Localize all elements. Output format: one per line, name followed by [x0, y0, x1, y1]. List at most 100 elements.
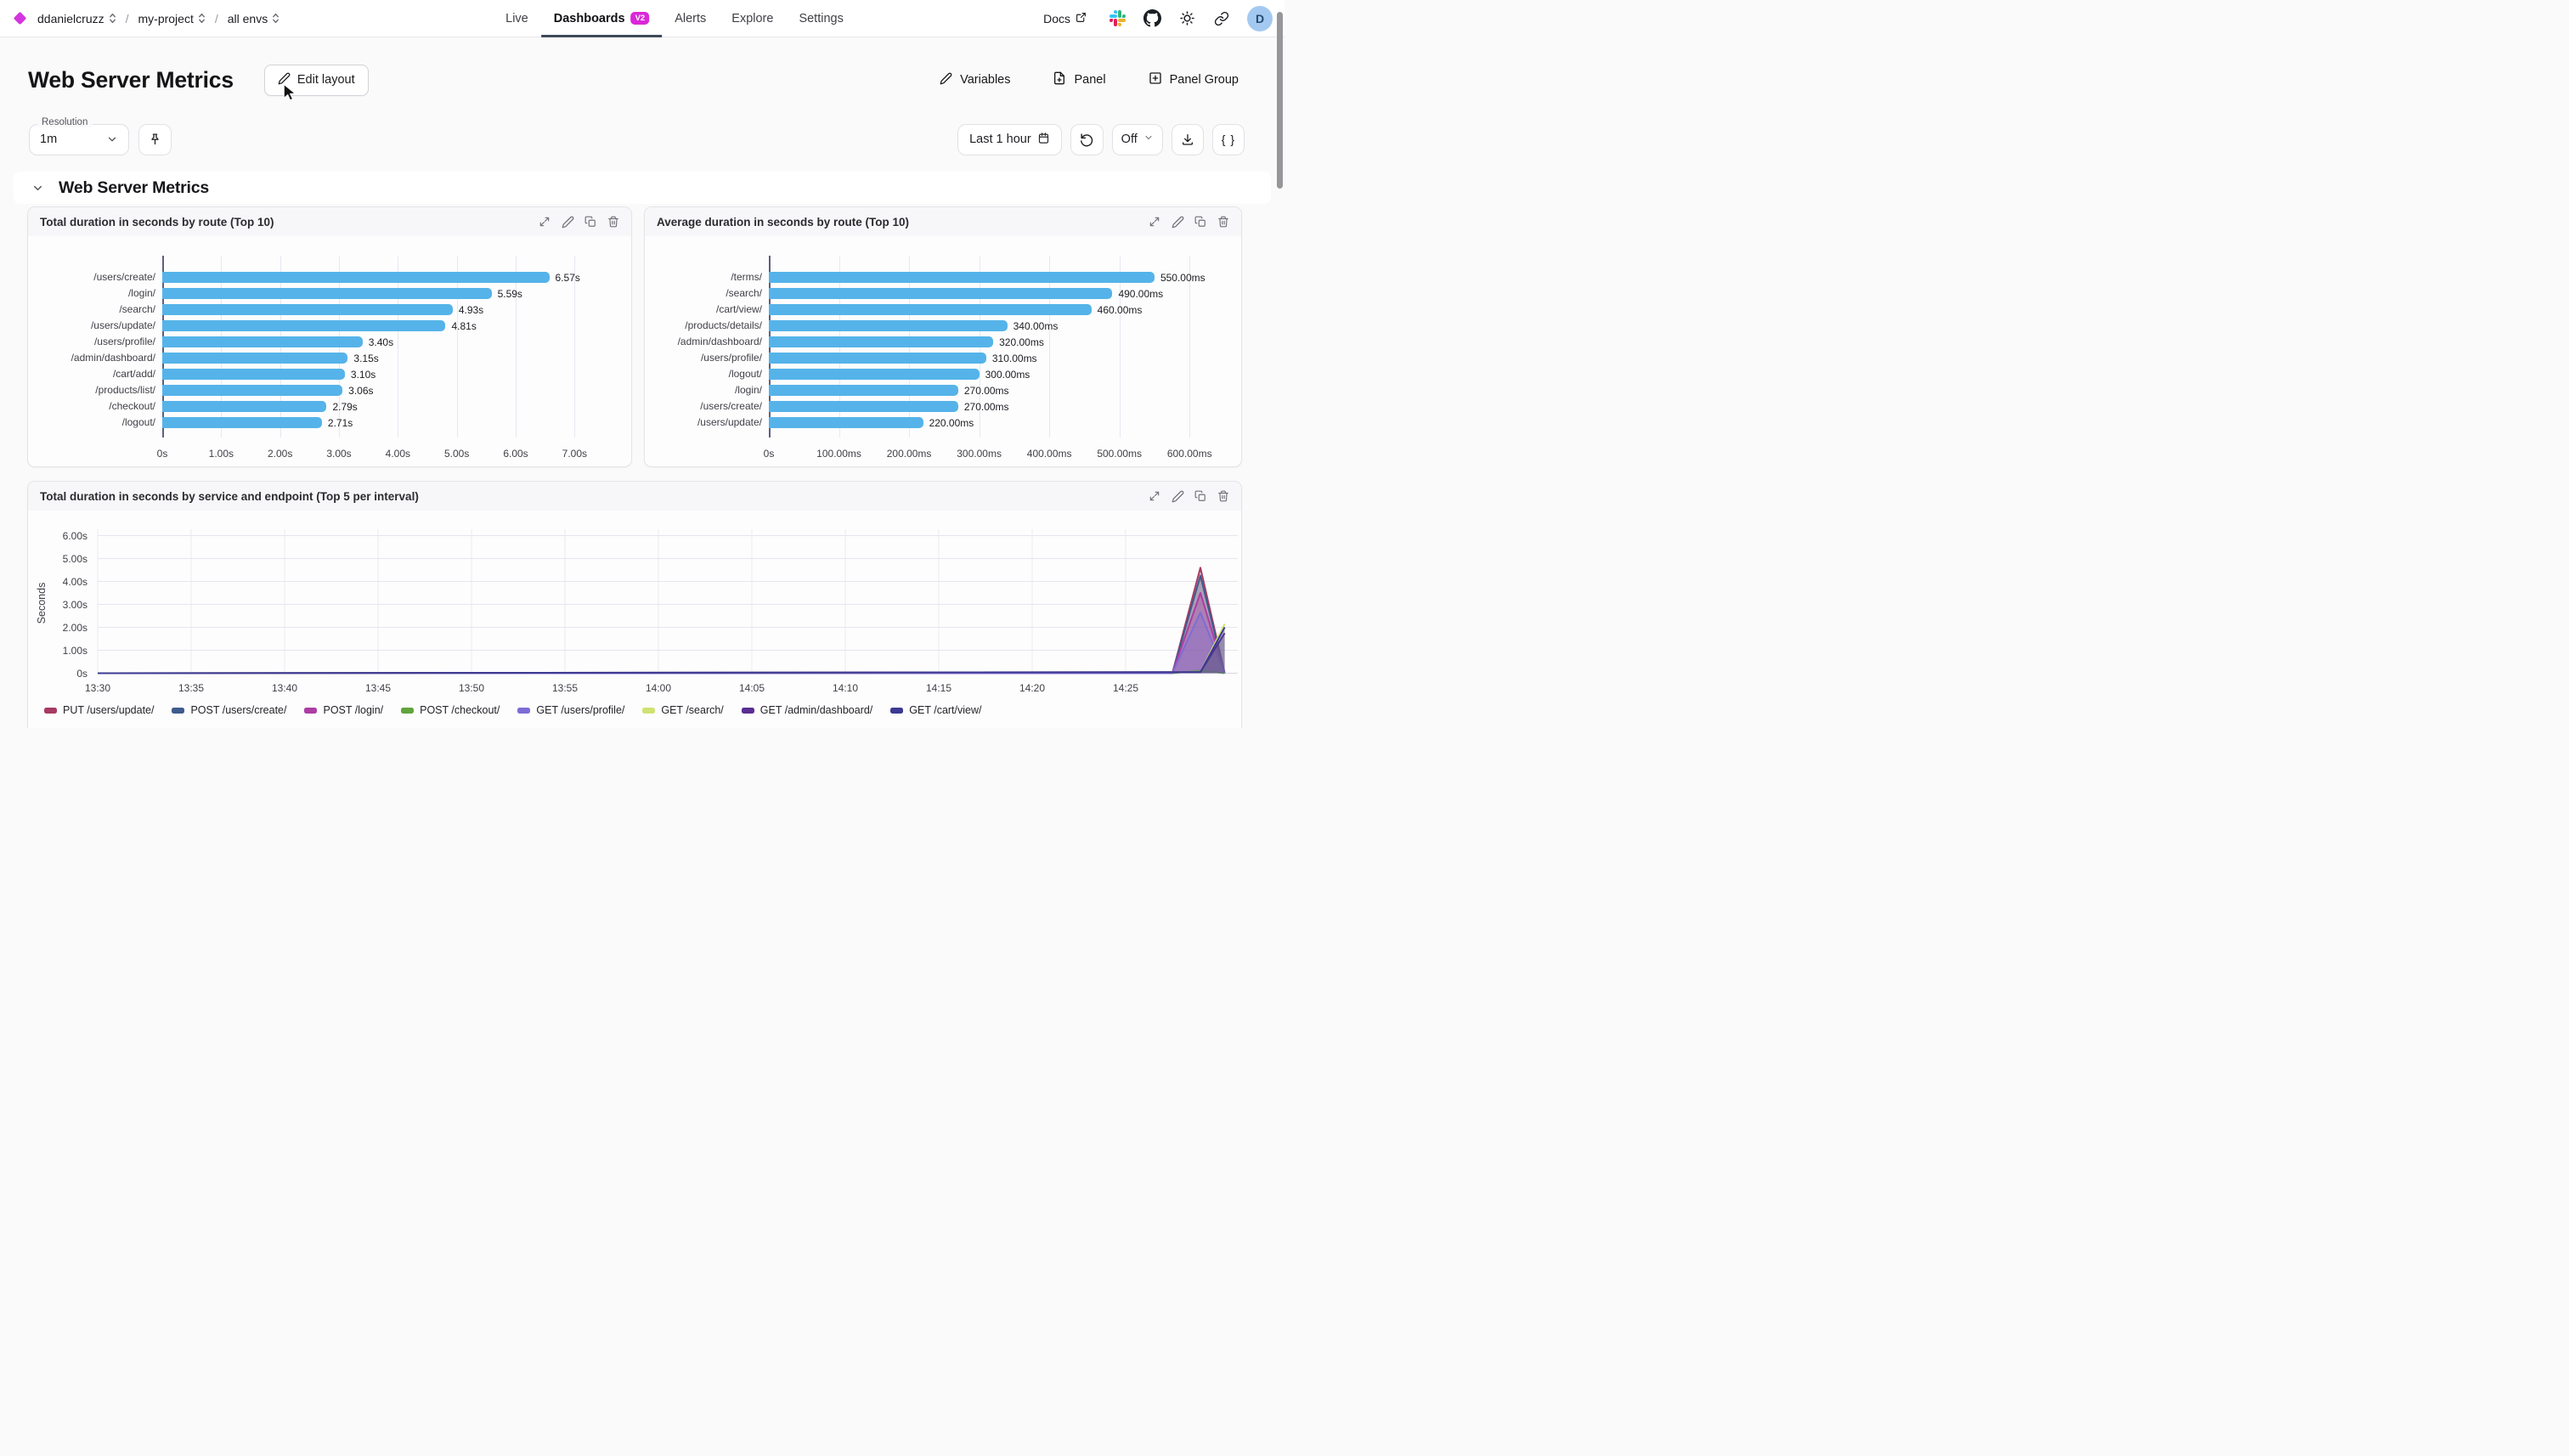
bar[interactable]: [162, 272, 550, 283]
bar-row[interactable]: 300.00ms: [769, 366, 1211, 382]
legend-label: POST /login/: [323, 704, 384, 716]
bar[interactable]: [162, 417, 322, 428]
bar[interactable]: [769, 369, 980, 380]
bar-row[interactable]: 2.79s: [162, 398, 604, 415]
auto-refresh-select[interactable]: Off: [1111, 123, 1163, 155]
bar-row[interactable]: 4.81s: [162, 318, 604, 334]
bar-row[interactable]: 220.00ms: [769, 415, 1211, 431]
duplicate-panel-button[interactable]: [1193, 488, 1208, 504]
org-selector[interactable]: ddanielcruzz: [36, 10, 118, 27]
bar-row[interactable]: 270.00ms: [769, 382, 1211, 398]
bar[interactable]: [769, 320, 1008, 331]
slack-icon[interactable]: [1108, 9, 1126, 28]
bar-row[interactable]: 460.00ms: [769, 302, 1211, 318]
bar[interactable]: [162, 288, 492, 299]
area-chart-plot[interactable]: [28, 511, 1241, 680]
bar[interactable]: [769, 304, 1092, 315]
bar[interactable]: [769, 288, 1113, 299]
bar-row[interactable]: 340.00ms: [769, 318, 1211, 334]
user-avatar[interactable]: D: [1247, 5, 1273, 31]
vertical-scrollbar[interactable]: [1277, 12, 1283, 189]
bar-row[interactable]: 6.57s: [162, 269, 604, 285]
expand-panel-button[interactable]: [537, 214, 552, 229]
json-view-button[interactable]: { }: [1211, 123, 1245, 155]
legend-item[interactable]: POST /login/: [304, 704, 383, 716]
duplicate-panel-button[interactable]: [583, 214, 598, 229]
edit-panel-button[interactable]: [1170, 214, 1185, 229]
bar-row[interactable]: 3.15s: [162, 350, 604, 366]
legend-item[interactable]: GET /admin/dashboard/: [741, 704, 872, 716]
pencil-icon: [940, 72, 952, 88]
bar[interactable]: [769, 385, 958, 396]
edit-panel-button[interactable]: [1170, 488, 1185, 504]
bar-row[interactable]: 550.00ms: [769, 269, 1211, 285]
external-link-icon: [1076, 12, 1087, 25]
variables-button[interactable]: Variables: [934, 71, 1015, 89]
bar-row[interactable]: 270.00ms: [769, 398, 1211, 415]
tab-label: Dashboards: [553, 11, 625, 25]
docs-link[interactable]: Docs: [1038, 11, 1092, 26]
tab-settings[interactable]: Settings: [786, 0, 855, 37]
expand-panel-button[interactable]: [1147, 488, 1162, 504]
edit-layout-button[interactable]: Edit layout: [263, 64, 369, 96]
bar[interactable]: [162, 304, 453, 315]
duplicate-panel-button[interactable]: [1193, 214, 1208, 229]
edit-icon: [562, 216, 574, 229]
bar-row[interactable]: 3.40s: [162, 334, 604, 350]
legend-item[interactable]: GET /users/profile/: [517, 704, 624, 716]
tab-dashboards[interactable]: Dashboards V2: [540, 0, 663, 37]
bar-category-label: /users/profile/: [93, 336, 155, 347]
environment-selector[interactable]: all envs: [226, 10, 281, 27]
bar[interactable]: [162, 369, 345, 380]
x-axis-tick: 500.00ms: [1097, 448, 1143, 460]
braces-label: { }: [1221, 133, 1235, 146]
bar-row[interactable]: 2.71s: [162, 415, 604, 431]
refresh-button[interactable]: [1070, 123, 1104, 155]
legend-item[interactable]: POST /users/create/: [172, 704, 286, 716]
bar[interactable]: [769, 417, 923, 428]
add-panel-button[interactable]: Panel: [1047, 71, 1110, 89]
share-link-icon[interactable]: [1212, 9, 1231, 28]
bar[interactable]: [162, 353, 348, 364]
github-icon[interactable]: [1143, 9, 1161, 28]
expand-panel-button[interactable]: [1147, 214, 1162, 229]
gridline: [1049, 256, 1051, 437]
panel-duration-by-service-endpoint: Total duration in seconds by service and…: [27, 481, 1242, 728]
delete-panel-button[interactable]: [1216, 214, 1231, 229]
bar[interactable]: [162, 401, 327, 412]
pin-resolution-button[interactable]: [138, 123, 172, 155]
legend-swatch: [172, 707, 185, 714]
legend-item[interactable]: PUT /users/update/: [44, 704, 154, 716]
bar[interactable]: [162, 385, 343, 396]
bar-row[interactable]: 5.59s: [162, 285, 604, 302]
project-selector[interactable]: my-project: [137, 10, 207, 27]
tab-explore[interactable]: Explore: [719, 0, 786, 37]
edit-panel-button[interactable]: [560, 214, 575, 229]
bar[interactable]: [769, 353, 986, 364]
legend-item[interactable]: GET /search/: [642, 704, 724, 716]
collapse-section-chevron-icon[interactable]: [31, 182, 44, 195]
bar-row[interactable]: 3.10s: [162, 366, 604, 382]
time-range-button[interactable]: Last 1 hour: [957, 123, 1062, 155]
bar[interactable]: [162, 320, 446, 331]
delete-panel-button[interactable]: [606, 214, 621, 229]
download-button[interactable]: [1171, 123, 1204, 155]
legend-item[interactable]: GET /cart/view/: [890, 704, 982, 716]
bar-row[interactable]: 320.00ms: [769, 334, 1211, 350]
tab-live[interactable]: Live: [493, 0, 541, 37]
resolution-select[interactable]: Resolution 1m: [29, 116, 129, 155]
bar-row[interactable]: 490.00ms: [769, 285, 1211, 302]
bar[interactable]: [769, 336, 994, 347]
theme-toggle-sun-icon[interactable]: [1177, 9, 1196, 28]
legend-item[interactable]: POST /checkout/: [401, 704, 500, 716]
tab-alerts[interactable]: Alerts: [662, 0, 719, 37]
add-panel-group-button[interactable]: Panel Group: [1143, 71, 1244, 89]
bar-row[interactable]: 3.06s: [162, 382, 604, 398]
bar-row[interactable]: 310.00ms: [769, 350, 1211, 366]
bar-row[interactable]: 4.93s: [162, 302, 604, 318]
bar[interactable]: [162, 336, 363, 347]
delete-panel-button[interactable]: [1216, 488, 1231, 504]
bar[interactable]: [769, 401, 958, 412]
expand-icon: [1149, 490, 1160, 502]
bar[interactable]: [769, 272, 1155, 283]
